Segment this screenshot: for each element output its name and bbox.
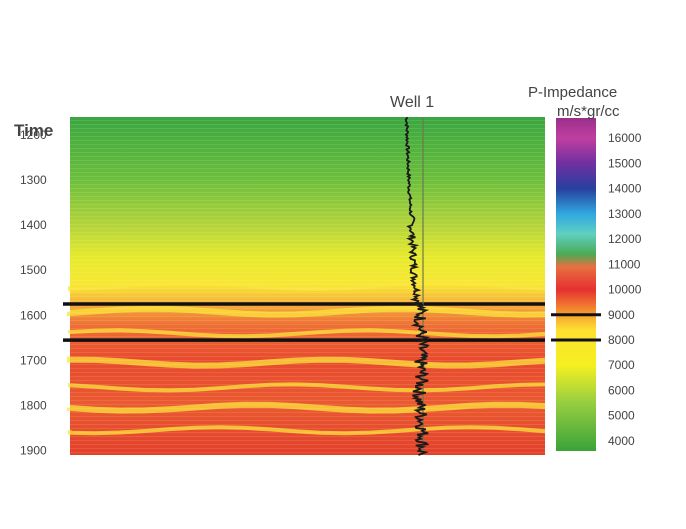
y-tick-label: 1700 — [20, 353, 47, 367]
y-tick-label: 1900 — [20, 443, 47, 457]
section-texture — [70, 117, 545, 455]
y-tick-label: 1300 — [20, 173, 47, 187]
colorbar — [556, 118, 596, 451]
colorbar-tick-label: 11000 — [608, 257, 641, 271]
colorbar-title: P-Impedance — [528, 84, 617, 101]
y-tick-label: 1600 — [20, 308, 47, 322]
colorbar-tick-label: 8000 — [608, 333, 635, 347]
colorbar-tick-label: 12000 — [608, 232, 642, 246]
well-impedance-log — [404, 116, 431, 456]
colorbar-unit: m/s*gr/cc — [557, 103, 620, 120]
y-axis-label: Time — [14, 121, 53, 140]
colorbar-tick-label: 9000 — [608, 308, 635, 322]
colorbar-tick-label: 15000 — [608, 156, 642, 170]
y-tick-label: 1500 — [20, 263, 47, 277]
y-tick-label: 1200 — [20, 128, 47, 142]
y-tick-label: 1400 — [20, 218, 47, 232]
colorbar-tick-label: 13000 — [608, 207, 642, 221]
colorbar-tick-label: 4000 — [608, 434, 635, 448]
colorbar-tick-label: 10000 — [608, 283, 642, 297]
colorbar-tick-label: 7000 — [608, 358, 635, 372]
colorbar-tick-label: 5000 — [608, 409, 635, 423]
colorbar-tick-label: 6000 — [608, 383, 635, 397]
colorbar-tick-label: 16000 — [608, 131, 642, 145]
y-tick-label: 1800 — [20, 398, 47, 412]
colorbar-tick-label: 14000 — [608, 182, 642, 196]
well-label: Well 1 — [390, 94, 434, 111]
